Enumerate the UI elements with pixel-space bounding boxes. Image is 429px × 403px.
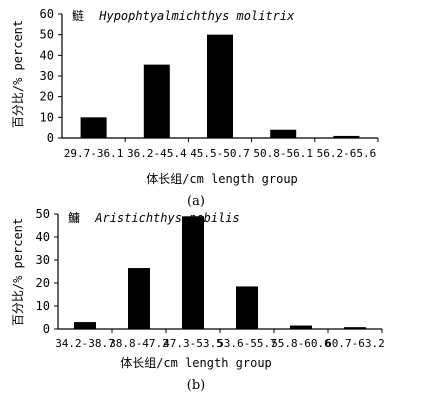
bar <box>182 216 204 329</box>
y-tick-label: 60 <box>40 7 54 21</box>
x-axis-title-a: 体长组/cm length group <box>146 172 298 186</box>
y-axis-title-text-b: 百分比/% percent <box>11 218 25 326</box>
bar <box>143 64 170 138</box>
chart-title-a: 鲢 Hypophtyalmichthys molitrix <box>72 8 295 23</box>
y-tick-label: 10 <box>40 110 54 124</box>
y-tick-label: 0 <box>43 322 50 336</box>
bar <box>344 327 366 329</box>
bar <box>236 286 258 329</box>
x-tick-label: 53.6-55.7 <box>217 337 277 350</box>
bar <box>270 129 297 138</box>
y-tick-label: 30 <box>40 69 54 83</box>
y-tick-label: 20 <box>36 276 50 290</box>
x-tick-label: 55.8-60.6 <box>271 337 331 350</box>
x-ticks-b: 34.2-38.738.8-47.247.3-53.553.6-55.755.8… <box>55 329 385 350</box>
x-tick-label: 50.8-56.1 <box>253 147 313 160</box>
panel-label-a: (a) <box>187 194 205 209</box>
y-tick-label: 50 <box>40 28 54 42</box>
x-tick-label: 56.2-65.6 <box>317 147 377 160</box>
x-ticks-a: 29.7-36.1 36.2-45.4 45.5-50.7 50.8-56.1 56.2… <box>64 138 379 160</box>
panel-label-b: (b) <box>187 378 205 393</box>
bar <box>74 322 96 329</box>
y-tick-label: 20 <box>40 90 54 104</box>
bar <box>207 34 233 138</box>
x-tick-label: 60.7-63.2 <box>325 337 385 350</box>
y-tick-label: 40 <box>36 230 50 244</box>
y-tick-label: 10 <box>36 299 50 313</box>
x-tick-label: 47.3-53.5 <box>163 337 223 350</box>
axes-b <box>57 214 382 330</box>
bar <box>80 117 107 138</box>
chart-title-cn-a: 鲢 <box>72 8 84 23</box>
chart-title-latin-b: Aristichthys nobilis <box>94 211 240 225</box>
y-axis-title-a: 百分比/% percent <box>11 20 25 128</box>
bars-a <box>80 34 360 138</box>
y-axis-title-text-a: 百分比/% percent <box>11 20 25 128</box>
y-tick-label: 40 <box>40 48 54 62</box>
x-tick-label: 38.8-47.2 <box>109 337 169 350</box>
chart-title-cn-b: 鳙 <box>68 210 80 225</box>
chart-panel-b: 百分比/% percent 0 10 20 30 40 50 34.2-38.738.8-… <box>11 207 385 393</box>
x-tick-label: 34.2-38.7 <box>55 337 115 350</box>
chart-panel-a: 百分比/% percent 0 10 20 30 40 50 60 29.7-36.1 36.… <box>11 7 379 209</box>
x-tick-label: 29.7-36.1 <box>64 147 124 160</box>
chart-title-b: 鳙 Aristichthys nobilis <box>68 210 240 225</box>
bar <box>290 325 312 329</box>
y-tick-label: 0 <box>47 131 54 145</box>
y-tick-label: 30 <box>36 253 50 267</box>
y-tick-label: 50 <box>36 207 50 221</box>
y-ticks-a: 0 10 20 30 40 50 60 <box>40 7 62 145</box>
x-tick-label: 45.5-50.7 <box>190 147 250 160</box>
y-ticks-b: 0 10 20 30 40 50 <box>36 207 58 336</box>
bar <box>128 268 150 329</box>
bars-b <box>74 216 366 329</box>
bar <box>333 135 360 138</box>
chart-title-latin-a: Hypophtyalmichthys molitrix <box>98 9 295 23</box>
x-axis-title-b: 体长组/cm length group <box>120 356 272 370</box>
x-tick-label: 36.2-45.4 <box>127 147 187 160</box>
y-axis-title-b: 百分比/% percent <box>11 218 25 326</box>
